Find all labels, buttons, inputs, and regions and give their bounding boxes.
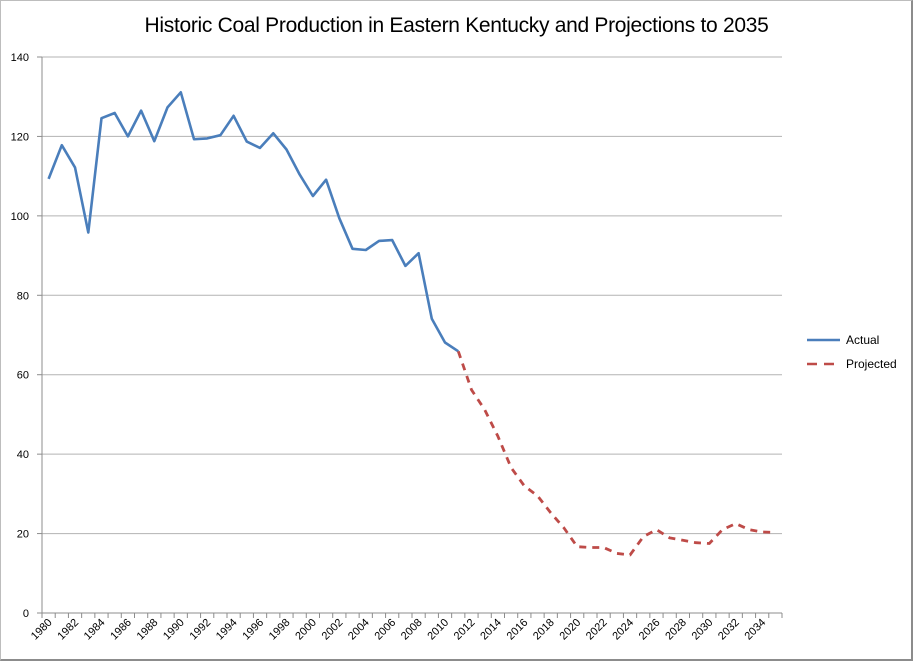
x-tick-label: 1984 <box>82 617 108 643</box>
x-tick-label: 1996 <box>240 617 266 643</box>
y-tick-label: 80 <box>17 290 29 302</box>
x-tick-label: 2006 <box>373 617 399 643</box>
x-tick-label: 1994 <box>214 617 240 643</box>
x-tick-label: 1992 <box>188 617 214 643</box>
legend-label-projected: Projected <box>846 357 897 371</box>
chart-title: Historic Coal Production in Eastern Kent… <box>144 14 769 37</box>
x-tick-label: 2020 <box>558 617 584 643</box>
y-axis-ticks: 0 20 40 60 80 100 120 140 <box>11 52 42 620</box>
series-group <box>47 91 776 557</box>
x-tick-label: 1982 <box>55 617 81 643</box>
y-tick-label: 0 <box>23 608 29 620</box>
y-tick-label: 40 <box>17 449 29 461</box>
x-tick-label: 2014 <box>478 617 504 643</box>
legend-label-actual: Actual <box>846 333 879 347</box>
x-tick-label: 1986 <box>108 617 134 643</box>
x-tick-label: 2018 <box>531 617 557 643</box>
x-tick-label: 2028 <box>663 617 689 643</box>
x-tick-label: 2010 <box>425 617 451 643</box>
y-tick-label: 100 <box>11 211 29 223</box>
y-tick-label: 60 <box>17 370 29 382</box>
x-tick-label: 2022 <box>584 617 610 643</box>
series-line-projected <box>456 350 776 557</box>
x-tick-label: 2016 <box>505 617 531 643</box>
x-tick-label: 2008 <box>399 617 425 643</box>
x-tick-label: 1998 <box>267 617 293 643</box>
x-tick-label: 2026 <box>637 617 663 643</box>
x-tick-label: 2004 <box>346 617 372 643</box>
y-tick-label: 20 <box>17 529 29 541</box>
x-tick-label: 2012 <box>452 617 478 643</box>
x-tick-label: 2024 <box>610 617 636 643</box>
x-tick-label: 1980 <box>29 617 55 643</box>
series-line-actual <box>47 91 460 353</box>
x-tick-label: 2034 <box>743 617 769 643</box>
x-tick-label: 2000 <box>293 617 319 643</box>
y-tick-label: 140 <box>11 52 29 64</box>
x-tick-label: 1988 <box>135 617 161 643</box>
x-tick-label: 1990 <box>161 617 187 643</box>
x-tick-label: 2032 <box>716 617 742 643</box>
gridlines <box>42 56 782 535</box>
x-tick-label: 2030 <box>690 617 716 643</box>
y-tick-label: 120 <box>11 131 29 143</box>
x-tick-label: 2002 <box>320 617 346 643</box>
x-axis-ticks: 1980 1982 1984 1986 1988 1990 1992 1994 1996 1998… <box>29 613 783 643</box>
legend: Actual Projected <box>807 333 897 371</box>
